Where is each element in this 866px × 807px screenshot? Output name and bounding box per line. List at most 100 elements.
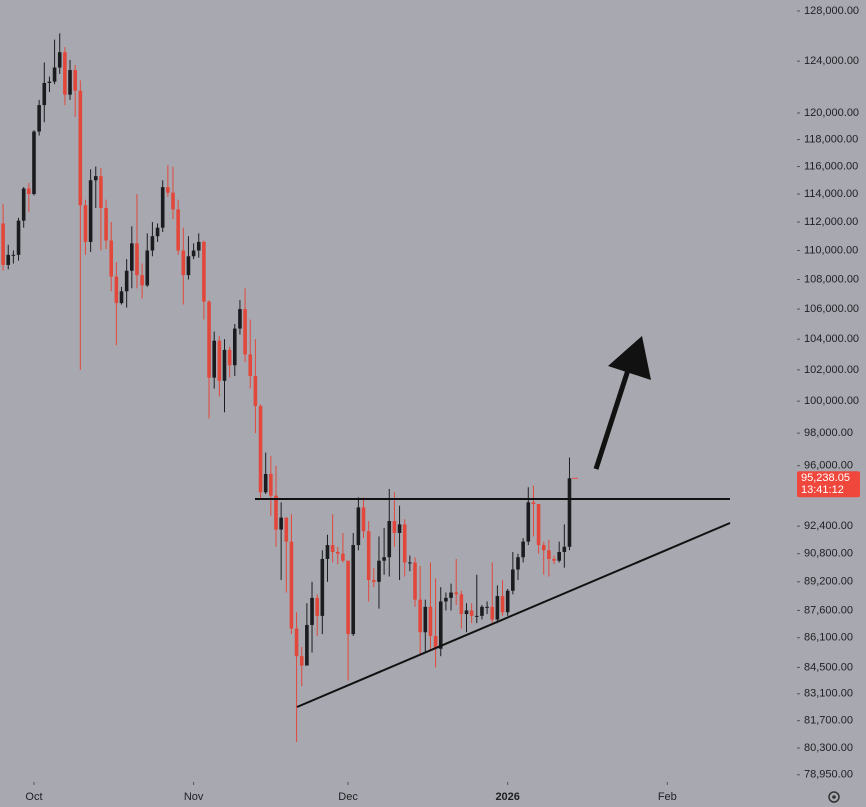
candle-body [150, 236, 155, 251]
candle-body [269, 473, 273, 496]
candle-body [402, 524, 407, 563]
candle-body [37, 105, 41, 132]
candle-body [279, 517, 283, 530]
candle-body [485, 606, 489, 608]
candle-body [567, 478, 572, 547]
candle-body [469, 610, 474, 616]
candle-body [42, 82, 47, 106]
candle-body [382, 557, 386, 561]
candle-body [294, 628, 299, 657]
y-tick-label: 100,000.00 [804, 395, 859, 407]
candle-body [351, 545, 356, 635]
candle-body [454, 592, 459, 595]
candle-body [299, 656, 304, 666]
candle-body [490, 606, 495, 620]
candle-body [238, 309, 242, 329]
y-tick-label: 96,000.00 [804, 460, 853, 472]
x-tick-label: 2026 [495, 791, 519, 803]
candle-body [253, 376, 258, 406]
candle-body [526, 502, 531, 542]
candle-body [263, 473, 268, 493]
candle-body [212, 340, 216, 378]
candle-body [438, 601, 443, 649]
candle-body [387, 520, 392, 558]
y-tick-label: 89,200.00 [804, 576, 853, 588]
y-tick-label: 110,000.00 [804, 244, 858, 256]
last-price-label: 95,238.05 [801, 472, 850, 484]
candle-body [341, 553, 345, 561]
plot-area [1, 33, 572, 743]
last-price-box [797, 471, 860, 498]
candle-body [413, 562, 417, 600]
candle-body [284, 517, 289, 542]
candle-body [155, 227, 160, 237]
candle-body [186, 256, 191, 276]
candle-body [531, 502, 536, 505]
candle-body [335, 551, 340, 554]
candle-body [315, 597, 319, 616]
candle-body [47, 81, 52, 83]
candle-body [181, 250, 186, 276]
candle-body [536, 504, 541, 546]
y-tick-label: 128,000.00 [804, 5, 859, 17]
y-tick-label: 106,000.00 [804, 303, 859, 315]
candle-body [495, 596, 500, 620]
candle-body [124, 270, 129, 292]
candle-body [433, 635, 438, 649]
candle-body [160, 187, 165, 228]
candle-body [516, 557, 520, 570]
candle-body [243, 309, 247, 355]
candle-body [83, 205, 88, 242]
candle-body [505, 590, 510, 613]
countdown-label: 13:41:12 [801, 484, 844, 496]
candle-body [6, 254, 11, 265]
candle-body [377, 560, 381, 582]
candle-body [274, 495, 278, 530]
candle-body [140, 275, 144, 286]
candle-body [552, 558, 556, 561]
candle-body [99, 176, 103, 208]
candle-body [78, 90, 83, 206]
candle-body [176, 209, 180, 251]
candle-body [248, 354, 253, 377]
candle-body [310, 597, 314, 625]
candle-body [93, 176, 98, 181]
candle-body [104, 207, 108, 241]
y-tick-label: 87,600.00 [804, 604, 853, 616]
candle-body [27, 188, 31, 195]
candle-body [207, 301, 211, 378]
candle-body [356, 507, 361, 546]
y-tick-label: 92,400.00 [804, 520, 853, 532]
candle-body [21, 188, 26, 221]
candle-body [423, 606, 428, 633]
candle-body [305, 624, 309, 666]
settings-icon[interactable] [828, 791, 840, 803]
candle-body [511, 569, 515, 591]
candle-body [119, 291, 124, 304]
candle-body [366, 531, 371, 581]
y-tick-label: 81,700.00 [804, 715, 853, 727]
x-tick-label: Nov [184, 791, 204, 803]
candle-body [557, 551, 561, 561]
y-tick-label: 112,000.00 [804, 216, 858, 228]
candle-body [222, 349, 227, 381]
y-tick-label: 90,800.00 [804, 548, 853, 560]
y-tick-label: 80,300.00 [804, 742, 853, 754]
candle-body [196, 241, 201, 251]
candle-body [480, 606, 484, 616]
candle-body [418, 599, 422, 633]
candle-body [258, 405, 263, 493]
candle-body [57, 52, 62, 68]
candle-body [32, 131, 36, 195]
candle-body [191, 250, 196, 257]
candle-body [320, 558, 325, 616]
candle-body [88, 180, 93, 242]
candle-body [372, 580, 376, 582]
candle-body [135, 243, 139, 276]
y-tick-label: 102,000.00 [804, 364, 859, 376]
y-tick-label: 116,000.00 [804, 160, 858, 172]
candle-body [73, 70, 77, 91]
candle-body [130, 243, 134, 271]
candle-body [1, 223, 5, 265]
